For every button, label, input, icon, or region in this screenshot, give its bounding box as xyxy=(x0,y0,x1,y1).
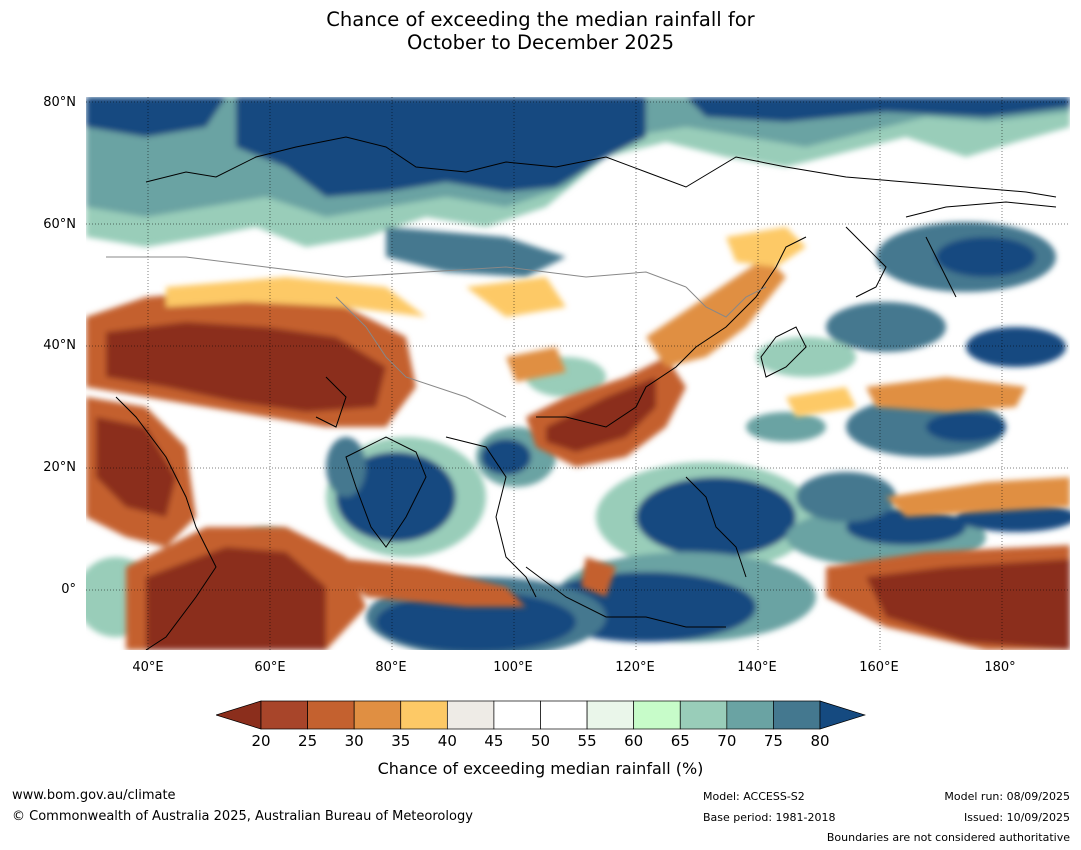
footer-copyright: © Commonwealth of Australia 2025, Austra… xyxy=(12,809,473,824)
lat-tick-label: 0° xyxy=(61,582,76,597)
lat-tick-label: 20°N xyxy=(43,460,76,475)
colorbar-extend-high xyxy=(819,700,866,730)
colorbar-segment xyxy=(679,700,728,730)
colorbar xyxy=(216,700,866,730)
lat-tick-label: 60°N xyxy=(43,217,76,232)
colorbar-tick-label: 60 xyxy=(624,732,644,750)
footer-model: Model: ACCESS-S2 xyxy=(703,790,805,803)
lat-tick-label: 80°N xyxy=(43,95,76,110)
country-boundaries xyxy=(106,256,767,418)
colorbar-tick-label: 35 xyxy=(391,732,411,750)
colorbar-segments xyxy=(216,700,866,730)
coastlines xyxy=(115,136,1057,651)
colorbar-tick-label: 25 xyxy=(298,732,318,750)
colorbar-segment xyxy=(773,700,821,730)
colorbar-tick-label: 55 xyxy=(577,732,597,750)
colorbar-extend-low xyxy=(216,700,262,730)
colorbar-segment xyxy=(586,700,635,730)
colorbar-segment xyxy=(493,700,541,730)
colorbar-segment xyxy=(726,700,774,730)
colorbar-segment xyxy=(540,700,588,730)
lon-tick-label: 140°E xyxy=(737,660,777,675)
footer-url[interactable]: www.bom.gov.au/climate xyxy=(12,788,176,803)
rainfall-map-svg xyxy=(76,97,1076,657)
lon-tick-label: 80°E xyxy=(375,660,407,675)
colorbar-tick-label: 30 xyxy=(344,732,364,750)
lon-tick-label: 160°E xyxy=(859,660,899,675)
colorbar-tick-label: 45 xyxy=(484,732,504,750)
colorbar-tick-label: 65 xyxy=(670,732,690,750)
colorbar-segment xyxy=(633,700,681,730)
footer-disclaimer: Boundaries are not considered authoritat… xyxy=(826,831,1070,844)
lon-tick-label: 60°E xyxy=(254,660,286,675)
colorbar-segment xyxy=(353,700,402,730)
lon-tick-label: 180° xyxy=(984,660,1016,675)
footer-base-period: Base period: 1981-2018 xyxy=(703,811,836,824)
colorbar-segment xyxy=(400,700,448,730)
title-line-2: October to December 2025 xyxy=(407,31,674,54)
colorbar-label: Chance of exceeding median rainfall (%) xyxy=(377,759,704,778)
footer-model-run: Model run: 08/09/2025 xyxy=(944,790,1070,803)
colorbar-tick-label: 20 xyxy=(251,732,271,750)
gridlines xyxy=(86,97,1070,650)
footer-issued: Issued: 10/09/2025 xyxy=(963,811,1070,824)
lon-tick-label: 100°E xyxy=(493,660,533,675)
wet-regions xyxy=(76,97,1076,657)
title-line-1: Chance of exceeding the median rainfall … xyxy=(326,8,755,31)
colorbar-segment xyxy=(446,700,495,730)
lon-tick-label: 120°E xyxy=(615,660,655,675)
colorbar-tick-label: 40 xyxy=(437,732,457,750)
colorbar-tick-label: 50 xyxy=(530,732,551,750)
colorbar-tick-label: 75 xyxy=(763,732,783,750)
dry-regions xyxy=(86,227,1070,650)
colorbar-tick-label: 70 xyxy=(717,732,737,750)
colorbar-tick-label: 80 xyxy=(810,732,830,750)
colorbar-segment xyxy=(260,700,308,730)
rainfall-map xyxy=(76,97,1076,657)
lat-tick-label: 40°N xyxy=(43,338,76,353)
chart-title: Chance of exceeding the median rainfall … xyxy=(0,8,1081,54)
lon-tick-label: 40°E xyxy=(132,660,164,675)
colorbar-segment xyxy=(307,700,355,730)
